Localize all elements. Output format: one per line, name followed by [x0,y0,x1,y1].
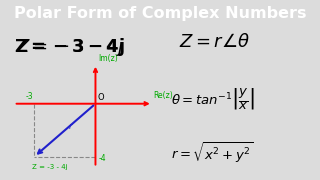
Text: $\mathbf{Z = -3 - 4j}$: $\mathbf{Z = -3 - 4j}$ [14,36,125,58]
Text: $r = \sqrt{x^2 + y^2}$: $r = \sqrt{x^2 + y^2}$ [171,141,254,165]
Text: -3: -3 [26,93,33,102]
Text: $Z = -3 - 4j$: $Z = -3 - 4j$ [16,36,125,58]
Text: r: r [69,122,72,131]
Text: $Z = r\angle\theta$: $Z = r\angle\theta$ [179,33,250,51]
Text: $\theta = tan^{-1}\left|\dfrac{y}{x}\right|$: $\theta = tan^{-1}\left|\dfrac{y}{x}\rig… [171,86,255,112]
Text: O: O [98,93,105,102]
Text: Z = -3 - 4j: Z = -3 - 4j [32,164,68,170]
Text: Im(z): Im(z) [98,54,118,63]
Text: -4: -4 [99,154,106,163]
Text: Re(z): Re(z) [154,91,173,100]
Text: Polar Form of Complex Numbers: Polar Form of Complex Numbers [14,6,306,21]
